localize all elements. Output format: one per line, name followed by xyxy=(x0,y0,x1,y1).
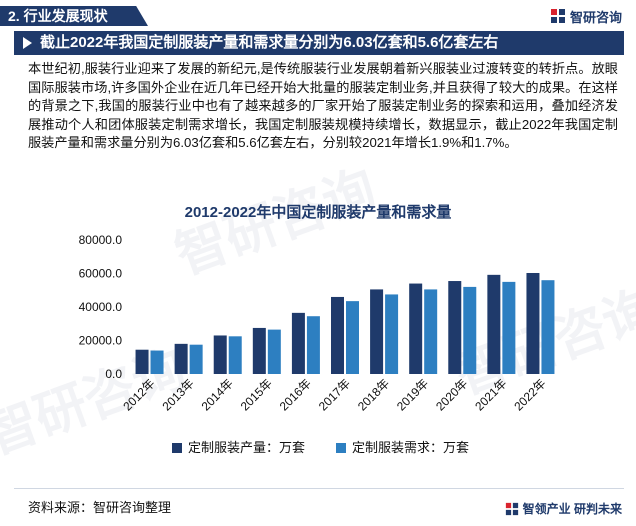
production-bar xyxy=(448,281,462,374)
headline-text: 截止2022年我国定制服装产量和需求量分别为6.03亿套和5.6亿套左右 xyxy=(40,34,499,51)
legend-swatch xyxy=(336,443,346,453)
demand-bar xyxy=(346,301,359,374)
demand-bar xyxy=(463,286,477,374)
footer-divider xyxy=(14,488,624,489)
body-paragraph: 本世纪初,服装行业迎来了发展的新纪元,是传统服装行业发展朝着新兴服装业过渡转变的… xyxy=(28,61,618,151)
production-bar xyxy=(135,349,149,374)
production-bar xyxy=(174,343,188,374)
production-bar xyxy=(526,272,540,374)
brand-logo-text: 智研咨询 xyxy=(569,9,622,25)
legend-label: 定制服装需求：万套 xyxy=(352,440,469,455)
production-bar xyxy=(331,296,344,374)
demand-bar xyxy=(228,336,242,374)
x-tick-label: 2012年 xyxy=(120,376,157,413)
x-tick-label: 2021年 xyxy=(472,376,509,413)
chart-title: 2012-2022年中国定制服装产量和需求量 xyxy=(185,203,452,221)
demand-bar xyxy=(502,281,516,374)
demand-bar xyxy=(267,329,281,374)
section-label: 2. 行业发展现状 xyxy=(0,6,148,26)
brand-mark-icon xyxy=(505,502,518,515)
x-tick-label: 2013年 xyxy=(159,376,196,413)
y-tick-label: 20000.0 xyxy=(79,334,123,348)
production-bar xyxy=(487,274,501,374)
brand-logo[interactable]: 智研咨询 xyxy=(550,6,622,26)
legend: 定制服装产量：万套 定制服装需求：万套 xyxy=(172,440,469,455)
demand-bar xyxy=(424,289,438,374)
demand-bar xyxy=(385,294,399,374)
header-strip: 2. 行业发展现状 智研咨询 xyxy=(0,0,636,30)
y-tick-label: 40000.0 xyxy=(79,300,123,314)
bars xyxy=(135,272,555,374)
x-tick-label: 2014年 xyxy=(199,376,236,413)
demand-bar xyxy=(189,344,203,374)
x-axis: 2012年 2013年 2014年 2015年 2016年 2017年 2018年 2019年… xyxy=(120,376,548,413)
x-tick-label: 2022年 xyxy=(511,376,548,413)
source-note: 资料来源：智研咨询整理 xyxy=(28,500,172,515)
y-axis: 0.0 20000.0 40000.0 60000.0 80000.0 xyxy=(79,233,123,381)
x-tick-label: 2019年 xyxy=(394,376,431,413)
demand-bar xyxy=(150,350,164,374)
x-tick-label: 2018年 xyxy=(355,376,392,413)
legend-label: 定制服装产量：万套 xyxy=(188,440,305,455)
y-tick-label: 0.0 xyxy=(105,367,122,381)
footer-logo: 智领产业 研判未来 xyxy=(505,500,622,517)
demand-bar xyxy=(541,280,555,374)
x-tick-label: 2016年 xyxy=(277,376,314,413)
production-bar xyxy=(252,327,266,374)
y-tick-label: 60000.0 xyxy=(79,267,123,281)
x-tick-label: 2020年 xyxy=(433,376,470,413)
brand-logo-icon xyxy=(550,9,565,23)
production-bar xyxy=(213,335,227,374)
production-bar xyxy=(409,283,423,374)
production-demand-bar-chart: 2012-2022年中国定制服装产量和需求量 0.0 20000.0 40000.0… xyxy=(79,203,555,455)
headline-bar: 截止2022年我国定制服装产量和需求量分别为6.03亿套和5.6亿套左右 xyxy=(14,31,624,55)
y-tick-label: 80000.0 xyxy=(79,233,123,247)
x-tick-label: 2017年 xyxy=(316,376,353,413)
production-bar xyxy=(370,289,384,374)
x-tick-label: 2015年 xyxy=(238,376,275,413)
demand-bar xyxy=(306,316,320,374)
production-bar xyxy=(291,312,305,374)
legend-swatch xyxy=(172,443,182,453)
footer-slogan: 智领产业 研判未来 xyxy=(522,502,622,516)
arrow-icon xyxy=(23,37,32,49)
